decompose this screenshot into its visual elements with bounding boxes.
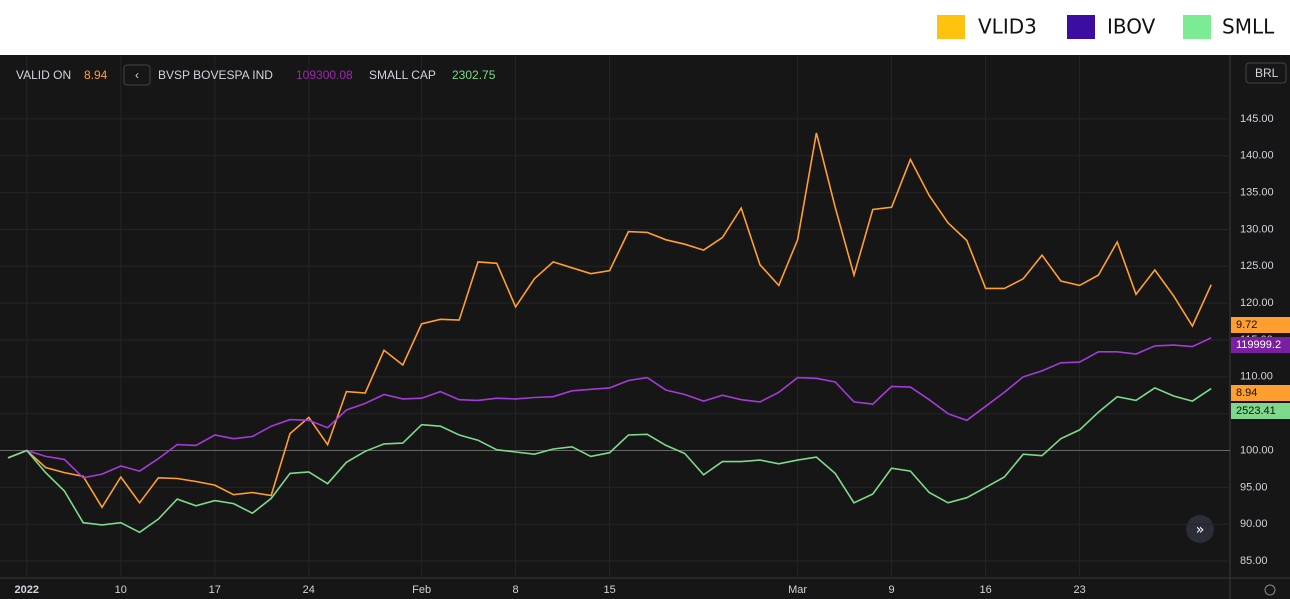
header-label: SMALL CAP	[369, 68, 436, 82]
header-label: BVSP BOVESPA IND	[158, 68, 273, 82]
collapse-icon: ‹	[135, 68, 139, 82]
x-tick-label: Mar	[788, 584, 807, 596]
series-line	[7, 337, 1212, 479]
legend-label: VLID3	[978, 15, 1037, 39]
currency-button[interactable]	[1245, 62, 1287, 84]
price-label-box	[1231, 385, 1290, 401]
x-tick-label: 16	[979, 584, 991, 596]
chart-background	[0, 55, 1290, 599]
price-label: 8.94	[1236, 387, 1257, 399]
y-tick-label: 125.00	[1240, 260, 1274, 272]
series-line	[7, 386, 1212, 534]
legend-swatch	[1183, 15, 1211, 39]
header-label: VALID ON	[16, 68, 71, 82]
header-value: 8.94	[84, 68, 108, 82]
x-tick-label: 10	[115, 584, 127, 596]
price-label: 9.72	[1236, 319, 1257, 331]
legend-swatch	[1067, 15, 1095, 39]
x-tick-label: Feb	[412, 584, 431, 596]
scroll-icon: »	[1196, 522, 1205, 538]
scroll-button[interactable]	[1186, 515, 1214, 543]
y-tick-label: 95.00	[1240, 481, 1268, 493]
x-tick-label: 24	[303, 584, 315, 596]
currency: BRL	[1255, 66, 1279, 80]
y-tick-label: 90.00	[1240, 518, 1268, 530]
x-tick-label: 17	[209, 584, 221, 596]
price-label: 119999.2	[1236, 339, 1281, 351]
price-label-box	[1231, 317, 1290, 333]
price-label-box	[1231, 337, 1290, 353]
y-tick-label: 145.00	[1240, 113, 1274, 125]
collapse-button[interactable]	[123, 64, 151, 86]
x-tick-label: 2022	[15, 584, 39, 596]
y-tick-label: 130.00	[1240, 223, 1274, 235]
series-line	[7, 132, 1212, 509]
legend-swatch	[937, 15, 965, 39]
x-tick-label: 9	[889, 584, 895, 596]
header-value: 109300.08	[296, 68, 353, 82]
legend-label: IBOV	[1107, 15, 1156, 39]
price-label-box	[1231, 403, 1290, 419]
y-tick-label: 135.00	[1240, 186, 1274, 198]
y-tick-label: 120.00	[1240, 297, 1274, 309]
page-top	[0, 0, 1290, 55]
y-tick-label: 110.00	[1240, 371, 1273, 383]
price-label: 2523.41	[1236, 405, 1276, 417]
x-tick-label: 23	[1073, 584, 1085, 596]
settings-icon[interactable]	[1264, 584, 1276, 596]
legend-label: SMLL	[1222, 15, 1275, 39]
x-tick-label: 15	[603, 584, 615, 596]
y-tick-label: 100.00	[1240, 444, 1274, 456]
header-value: 2302.75	[452, 68, 496, 82]
y-tick-label: 140.00	[1240, 150, 1274, 162]
x-tick-label: 8	[513, 584, 519, 596]
y-tick-label: 85.00	[1240, 555, 1268, 567]
